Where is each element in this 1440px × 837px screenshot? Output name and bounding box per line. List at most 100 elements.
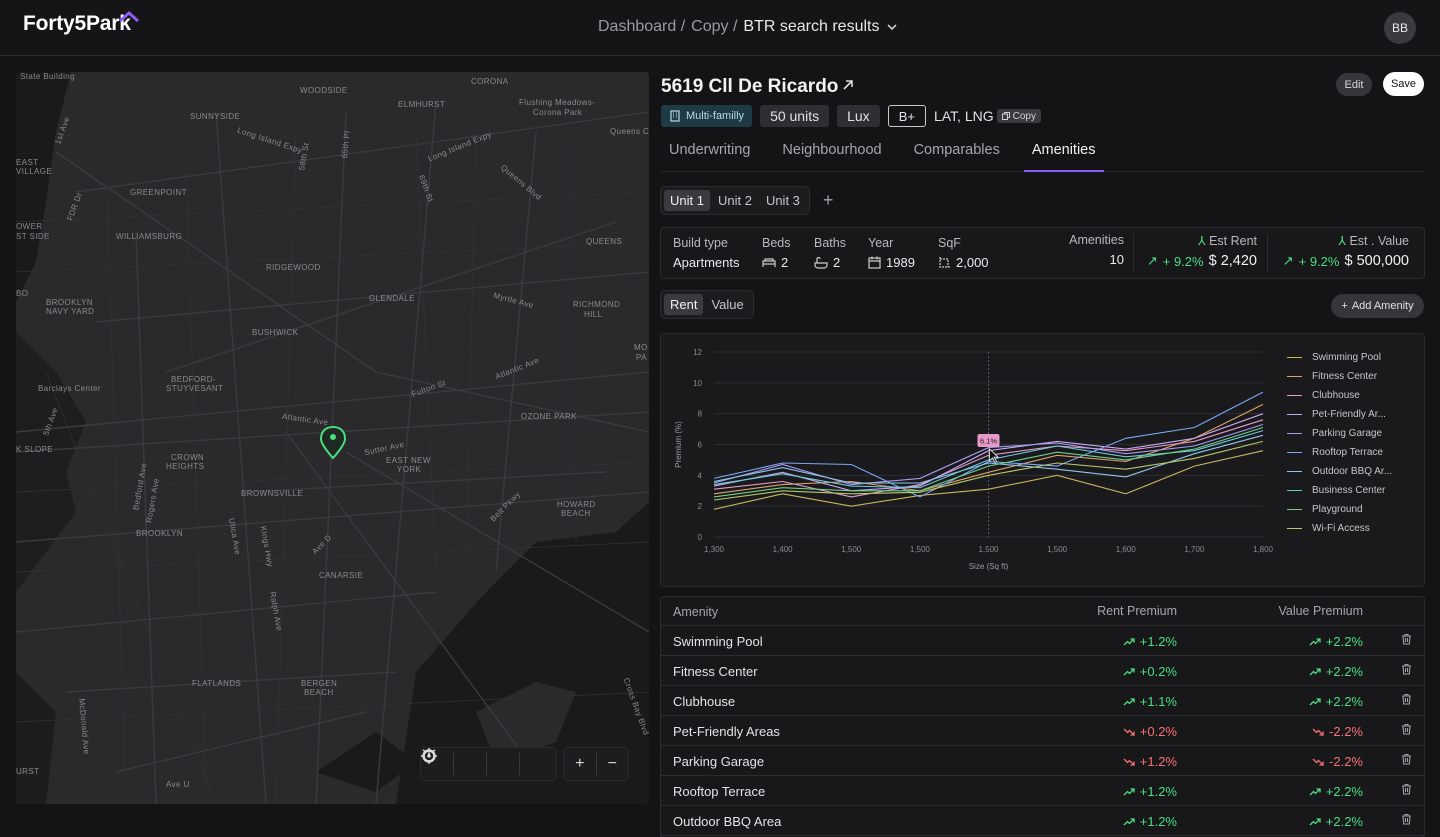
legend-swatch	[1287, 528, 1302, 529]
add-amenity-label: Add Amenity	[1351, 300, 1414, 312]
legend-swatch	[1287, 452, 1302, 453]
unit-tab-2[interactable]: Unit 2	[717, 192, 752, 208]
rent-premium: +1.2%	[1123, 814, 1177, 829]
legend-swatch	[1287, 357, 1302, 358]
legend-swatch	[1287, 376, 1302, 377]
map-label: WOODSIDE	[300, 86, 348, 95]
table-row[interactable]: Parking Garage +1.2% -2.2%	[661, 746, 1424, 776]
map-label: FLATLANDS	[192, 679, 242, 688]
unit-tab-3[interactable]: Unit 3	[765, 192, 800, 208]
value-premium: +2.2%	[1309, 664, 1363, 679]
tab-amenities[interactable]: Amenities	[1023, 140, 1104, 172]
map-label: CANARSIE	[319, 571, 364, 580]
legend-item[interactable]: Wi-Fi Access	[1287, 519, 1392, 538]
x-axis-label: Size (Sq ft)	[969, 562, 1009, 571]
table-row[interactable]: Rooftop Terrace +1.2% +2.2%	[661, 776, 1424, 806]
trash-icon[interactable]	[1401, 663, 1412, 678]
divider	[519, 753, 520, 775]
units-tag: 50 units	[760, 105, 830, 127]
toggle-rent[interactable]: Rent	[664, 294, 704, 315]
breadcrumb-current[interactable]: BTR search results	[743, 18, 880, 35]
map-label: URST	[16, 767, 40, 776]
type-tag-label: Multi-familly	[686, 110, 745, 122]
map-label: OWER	[16, 222, 43, 231]
stat-label: Year	[868, 236, 894, 250]
map[interactable]: State Building CORONA WOODSIDE Flushing …	[16, 72, 649, 804]
legend-item[interactable]: Business Center	[1287, 481, 1392, 500]
est-value-value: $ 500,000	[1344, 253, 1409, 269]
bath-icon	[814, 256, 828, 269]
stat-value: Apartments	[673, 255, 739, 270]
add-unit-button[interactable]: +	[822, 189, 834, 210]
x-tick-label: 1,500	[978, 545, 999, 554]
tab-neighbourhood[interactable]: Neighbourhood	[782, 142, 882, 158]
est-value-change: + 9.2%	[1298, 253, 1340, 269]
amenity-name: Parking Garage	[673, 754, 765, 769]
table-row[interactable]: Fitness Center +0.2% +2.2%	[661, 656, 1424, 686]
x-tick-label: 1,800	[1253, 545, 1274, 554]
trend-up-icon	[1123, 664, 1135, 679]
legend-item[interactable]: Fitness Center	[1287, 367, 1392, 386]
chevron-down-icon[interactable]	[885, 20, 899, 34]
map-label: BUSHWICK	[252, 328, 299, 337]
trash-icon[interactable]	[1401, 753, 1412, 768]
map-label: HEIGHTS	[166, 462, 205, 471]
external-link-icon[interactable]	[841, 78, 855, 92]
legend-item[interactable]: Rooftop Terrace	[1287, 443, 1392, 462]
map-label: BROOKLYN	[136, 529, 184, 538]
compass-icon[interactable]	[422, 748, 519, 780]
zoom-out-button[interactable]: −	[607, 755, 617, 772]
trend-up-icon	[1123, 634, 1135, 649]
tab-comparables[interactable]: Comparables	[913, 142, 1000, 158]
map-label: Flushing Meadows-	[519, 98, 596, 107]
rotate-right-icon[interactable]	[423, 748, 552, 780]
edit-button[interactable]: Edit	[1336, 73, 1372, 96]
add-amenity-button[interactable]: + Add Amenity	[1331, 294, 1424, 318]
legend-label: Pet-Friendly Ar...	[1312, 409, 1386, 420]
premium-chart: 0 2 4 6 8 10 12 1,300 1,400 1,500 1,500 1,500 1,500 1…	[661, 334, 1424, 586]
trash-icon[interactable]	[1401, 633, 1412, 648]
breadcrumb-dashboard[interactable]: Dashboard /	[598, 18, 686, 35]
table-row[interactable]: Pet-Friendly Areas +0.2% -2.2%	[661, 716, 1424, 746]
legend-item[interactable]: Parking Garage	[1287, 424, 1392, 443]
value-premium: -2.2%	[1312, 754, 1363, 769]
trash-icon[interactable]	[1401, 783, 1412, 798]
map-label: BEACH	[304, 688, 334, 697]
map-label: BO	[16, 289, 29, 298]
table-row[interactable]: Swimming Pool +1.2% +2.2%	[661, 626, 1424, 656]
map-label: VILLAGE	[16, 167, 53, 176]
unit-tab-1[interactable]: Unit 1	[664, 189, 710, 211]
table-row[interactable]: Clubhouse +1.1% +2.2%	[661, 686, 1424, 716]
header-rent-premium: Rent Premium	[1097, 604, 1177, 618]
amenity-table: Amenity Rent Premium Value Premium Swimm…	[661, 597, 1424, 837]
map-label: Ave U	[166, 780, 190, 789]
trend-up-icon	[1123, 694, 1135, 709]
trash-icon[interactable]	[1401, 723, 1412, 738]
series-line	[713, 413, 1264, 492]
toggle-value[interactable]: Value	[711, 297, 744, 312]
save-button[interactable]: Save	[1383, 72, 1424, 96]
legend-item[interactable]: Swimming Pool	[1287, 348, 1392, 367]
zoom-in-button[interactable]: +	[575, 755, 585, 772]
stat-value: ↗ + 9.2% $ 2,420	[1143, 253, 1257, 269]
legend-item[interactable]: Pet-Friendly Ar...	[1287, 405, 1392, 424]
rotate-left-icon[interactable]	[422, 748, 486, 780]
copy-button[interactable]: Copy	[996, 109, 1041, 123]
map-label: Barclays Center	[38, 384, 101, 393]
table-row[interactable]: Outdoor BBQ Area +1.2% +2.2%	[661, 806, 1424, 836]
avatar[interactable]: BB	[1384, 12, 1416, 44]
legend-item[interactable]: Playground	[1287, 500, 1392, 519]
breadcrumb-copy[interactable]: Copy /	[691, 18, 738, 35]
amenities-value: 10	[1109, 252, 1124, 267]
trend-down-icon	[1312, 754, 1324, 769]
logo[interactable]: Forty5Park	[23, 10, 139, 44]
series-line	[713, 426, 1264, 498]
map-label: GLENDALE	[369, 294, 415, 303]
tab-underwriting[interactable]: Underwriting	[669, 142, 751, 158]
rent-premium-value: +1.1%	[1139, 694, 1177, 709]
header-value-premium: Value Premium	[1278, 604, 1363, 618]
trash-icon[interactable]	[1401, 693, 1412, 708]
legend-item[interactable]: Clubhouse	[1287, 386, 1392, 405]
trash-icon[interactable]	[1401, 813, 1412, 828]
legend-item[interactable]: Outdoor BBQ Ar...	[1287, 462, 1392, 481]
